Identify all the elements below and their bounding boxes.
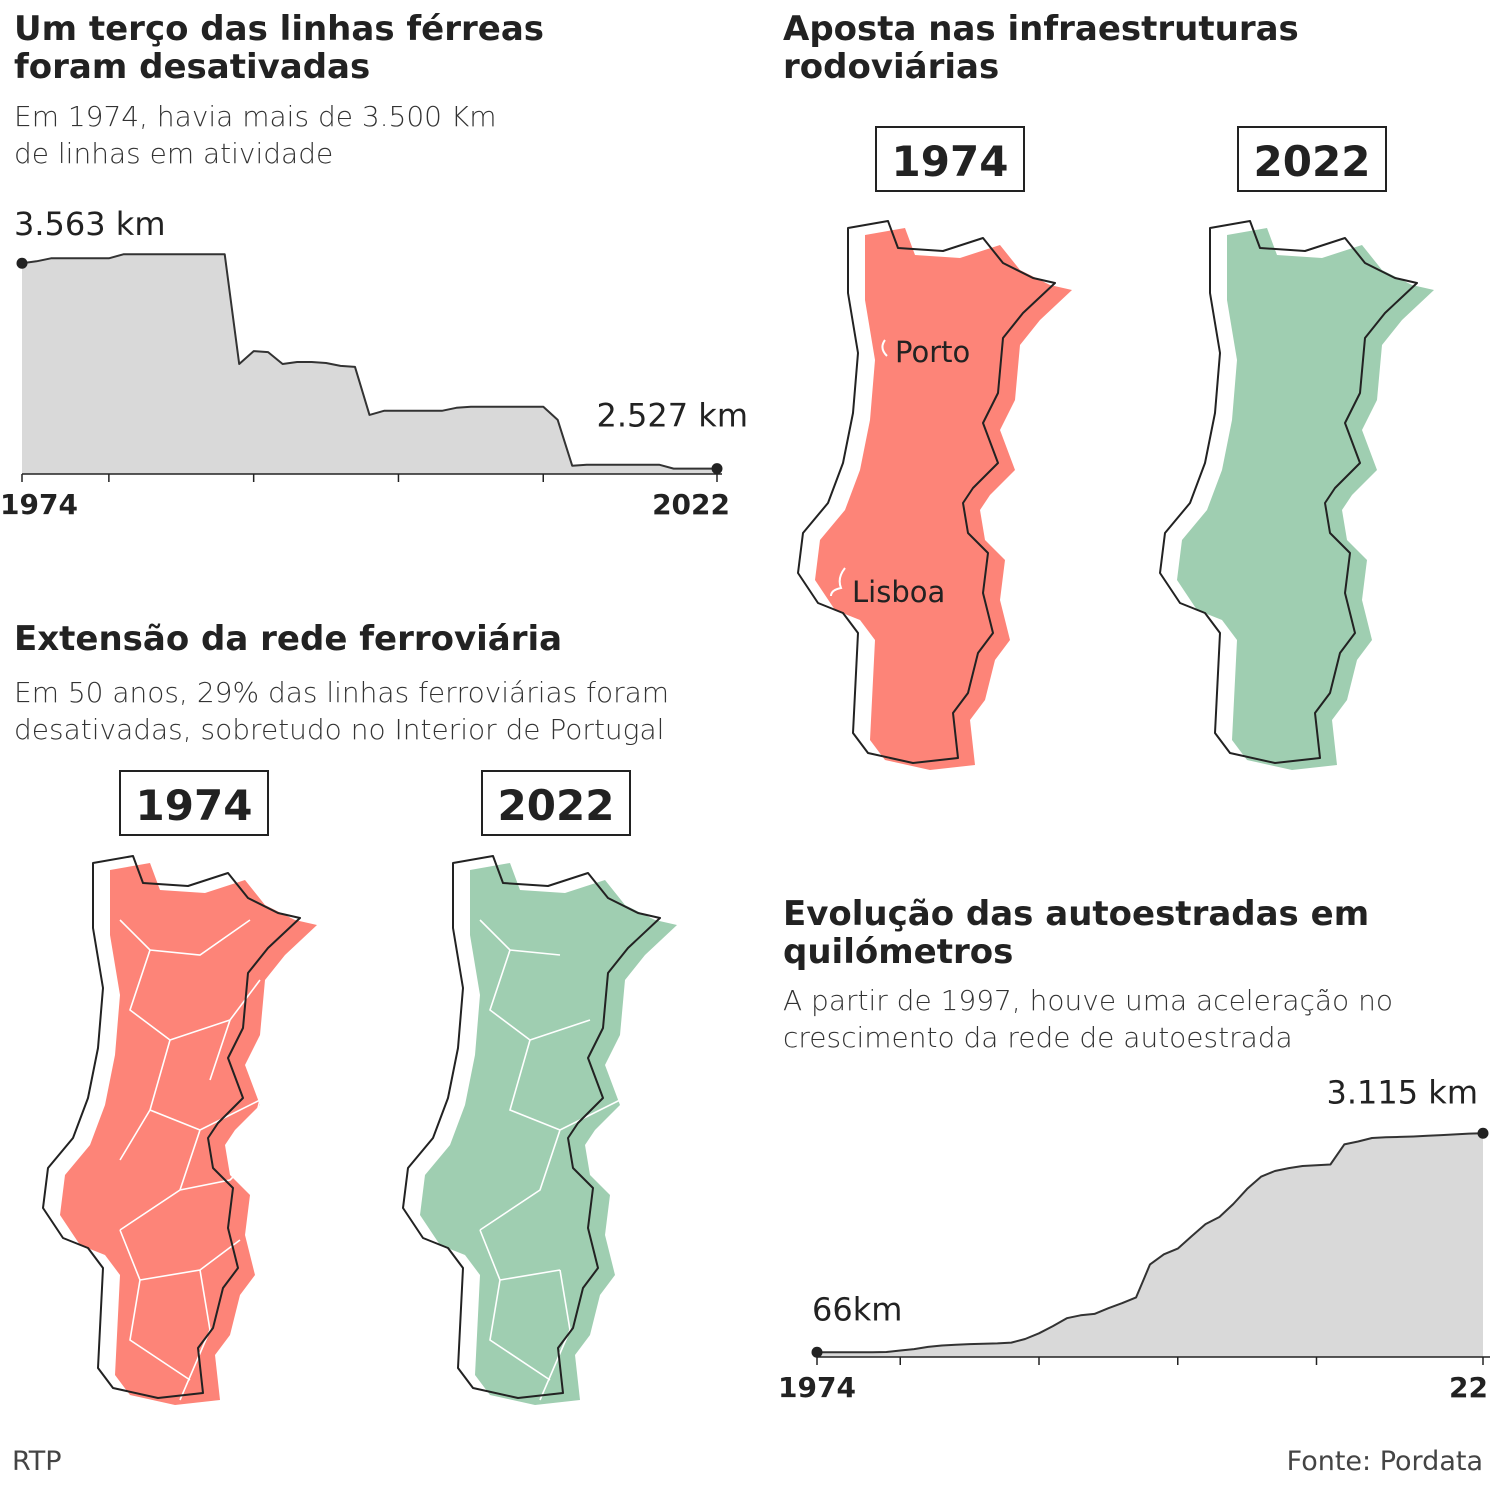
x-tick-label: 22 bbox=[1449, 1371, 1488, 1404]
area-fill bbox=[22, 254, 717, 474]
year-box bbox=[1237, 126, 1387, 192]
end-dot bbox=[711, 463, 723, 475]
chart-title: Evolução das autoestradas em quilómetros bbox=[783, 894, 1370, 972]
section-title: Extensão da rede ferroviária bbox=[14, 619, 563, 659]
value-label: 3.563 km bbox=[14, 205, 165, 243]
end-dot bbox=[1477, 1127, 1489, 1139]
x-tick-label: 1974 bbox=[0, 488, 78, 521]
value-label: 2.527 km bbox=[597, 397, 748, 435]
section-title: Aposta nas infraestruturas rodoviárias bbox=[783, 9, 1299, 87]
source: Fonte: Pordata bbox=[1287, 1446, 1483, 1477]
x-tick-label: 2022 bbox=[652, 488, 730, 521]
area-fill bbox=[817, 1133, 1483, 1357]
chart-subtitle: Em 1974, havia mais de 3.500 Km de linha… bbox=[14, 100, 497, 170]
map-fill bbox=[815, 228, 1072, 770]
year-label: 2022 bbox=[1254, 137, 1371, 186]
x-tick-label: 1974 bbox=[778, 1371, 856, 1404]
year-box bbox=[119, 770, 269, 836]
road-map-2022 bbox=[1159, 220, 1434, 770]
map-fill bbox=[60, 863, 317, 1405]
city-label: Porto bbox=[895, 335, 970, 369]
year-label: 1974 bbox=[892, 137, 1009, 186]
year-label: 2022 bbox=[498, 781, 615, 830]
rail-map-2022 bbox=[402, 855, 677, 1405]
value-label: 3.115 km bbox=[1327, 1073, 1478, 1111]
year-box bbox=[875, 126, 1025, 192]
road-map-1974 bbox=[797, 220, 1072, 770]
section-subtitle: Em 50 anos, 29% das linhas ferroviárias … bbox=[14, 676, 670, 746]
end-dot bbox=[811, 1346, 823, 1358]
rail-map-1974 bbox=[42, 855, 317, 1405]
city-mark bbox=[830, 339, 888, 597]
year-label: 1974 bbox=[136, 781, 253, 830]
map-fill bbox=[420, 863, 677, 1405]
area-line bbox=[21, 253, 717, 470]
map-fill bbox=[1177, 228, 1434, 770]
value-label: 66km bbox=[812, 1290, 902, 1328]
chart-title: Um terço das linhas férreas foram desati… bbox=[14, 9, 545, 87]
chart-subtitle: A partir de 1997, houve uma aceleração n… bbox=[783, 984, 1393, 1054]
end-dot bbox=[16, 257, 28, 269]
city-label: Lisboa bbox=[852, 575, 945, 609]
area-line bbox=[817, 1132, 1484, 1354]
year-box bbox=[481, 770, 631, 836]
publisher: RTP bbox=[12, 1446, 62, 1477]
